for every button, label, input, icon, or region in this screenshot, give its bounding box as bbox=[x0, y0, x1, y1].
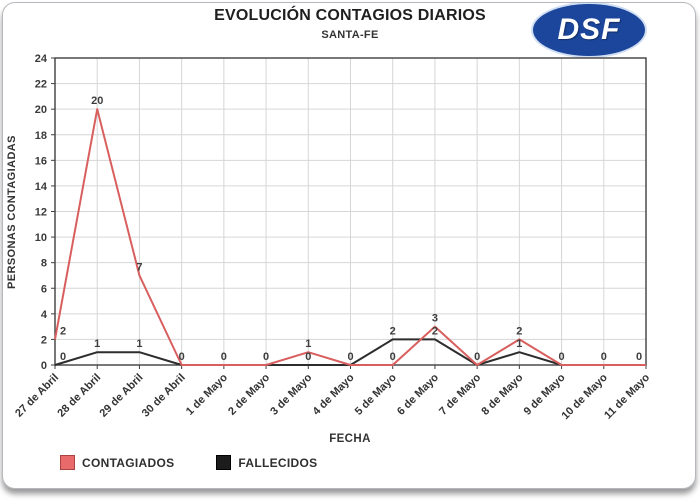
svg-text:2: 2 bbox=[516, 325, 522, 337]
svg-text:1 de Mayo: 1 de Mayo bbox=[184, 371, 230, 417]
svg-text:1: 1 bbox=[516, 338, 522, 350]
svg-text:27 de Abril: 27 de Abril bbox=[13, 372, 61, 420]
svg-text:0: 0 bbox=[179, 351, 185, 363]
svg-text:10: 10 bbox=[35, 232, 47, 244]
svg-text:11 de Mayo: 11 de Mayo bbox=[602, 371, 652, 421]
svg-text:2: 2 bbox=[390, 325, 396, 337]
legend-label: FALLECIDOS bbox=[238, 455, 318, 470]
svg-text:0: 0 bbox=[60, 351, 66, 363]
svg-text:1: 1 bbox=[94, 338, 100, 350]
svg-text:22: 22 bbox=[35, 79, 47, 91]
svg-text:0: 0 bbox=[636, 351, 642, 363]
svg-text:0: 0 bbox=[221, 351, 227, 363]
svg-text:20: 20 bbox=[35, 104, 47, 116]
svg-text:3 de Mayo: 3 de Mayo bbox=[268, 371, 314, 417]
svg-text:4 de Mayo: 4 de Mayo bbox=[311, 371, 357, 417]
svg-text:0: 0 bbox=[390, 351, 396, 363]
svg-text:28 de Abril: 28 de Abril bbox=[55, 372, 103, 420]
svg-text:2: 2 bbox=[60, 325, 66, 337]
svg-text:29 de Abril: 29 de Abril bbox=[98, 372, 146, 420]
svg-text:2 de Mayo: 2 de Mayo bbox=[226, 371, 272, 417]
svg-text:0: 0 bbox=[474, 351, 480, 363]
chart-legend: CONTAGIADOS FALLECIDOS bbox=[60, 455, 317, 470]
legend-item-contagiados: CONTAGIADOS bbox=[60, 455, 174, 470]
svg-text:0: 0 bbox=[305, 351, 311, 363]
svg-text:0: 0 bbox=[559, 351, 565, 363]
svg-text:1: 1 bbox=[305, 338, 311, 350]
svg-text:4: 4 bbox=[41, 309, 48, 321]
fallecidos-swatch-icon bbox=[216, 455, 232, 470]
svg-text:1: 1 bbox=[136, 338, 142, 350]
svg-text:8 de Mayo: 8 de Mayo bbox=[479, 371, 525, 417]
x-axis-title: FECHA bbox=[329, 433, 371, 445]
svg-text:14: 14 bbox=[35, 181, 48, 193]
svg-text:0: 0 bbox=[41, 360, 47, 372]
svg-text:6: 6 bbox=[41, 283, 47, 295]
svg-text:20: 20 bbox=[91, 95, 103, 107]
svg-text:0: 0 bbox=[601, 351, 607, 363]
svg-text:0: 0 bbox=[263, 351, 269, 363]
y-axis-title: PERSONAS CONTAGIADAS bbox=[6, 135, 18, 289]
svg-text:30 de Abril: 30 de Abril bbox=[140, 372, 188, 420]
svg-text:2: 2 bbox=[41, 334, 47, 346]
svg-text:3: 3 bbox=[432, 313, 438, 325]
chart-title: EVOLUCIÓN CONTAGIOS DIARIOS bbox=[214, 7, 486, 24]
dsf-logo: DSF bbox=[533, 4, 645, 56]
svg-text:18: 18 bbox=[35, 130, 47, 142]
svg-text:5 de Mayo: 5 de Mayo bbox=[353, 371, 399, 417]
legend-item-fallecidos: FALLECIDOS bbox=[216, 455, 317, 470]
svg-text:6 de Mayo: 6 de Mayo bbox=[395, 371, 441, 417]
svg-text:7 de Mayo: 7 de Mayo bbox=[437, 371, 483, 417]
svg-text:12: 12 bbox=[35, 207, 47, 219]
svg-text:2: 2 bbox=[432, 325, 438, 337]
svg-text:0: 0 bbox=[347, 351, 353, 363]
dsf-logo-text: DSF bbox=[557, 13, 621, 46]
svg-text:16: 16 bbox=[35, 155, 47, 167]
svg-text:24: 24 bbox=[35, 53, 48, 65]
contagiados-swatch-icon bbox=[60, 455, 75, 470]
svg-text:7: 7 bbox=[136, 261, 142, 273]
svg-text:8: 8 bbox=[41, 258, 47, 270]
legend-label: CONTAGIADOS bbox=[82, 455, 175, 470]
chart-subtitle: SANTA-FE bbox=[321, 29, 379, 41]
